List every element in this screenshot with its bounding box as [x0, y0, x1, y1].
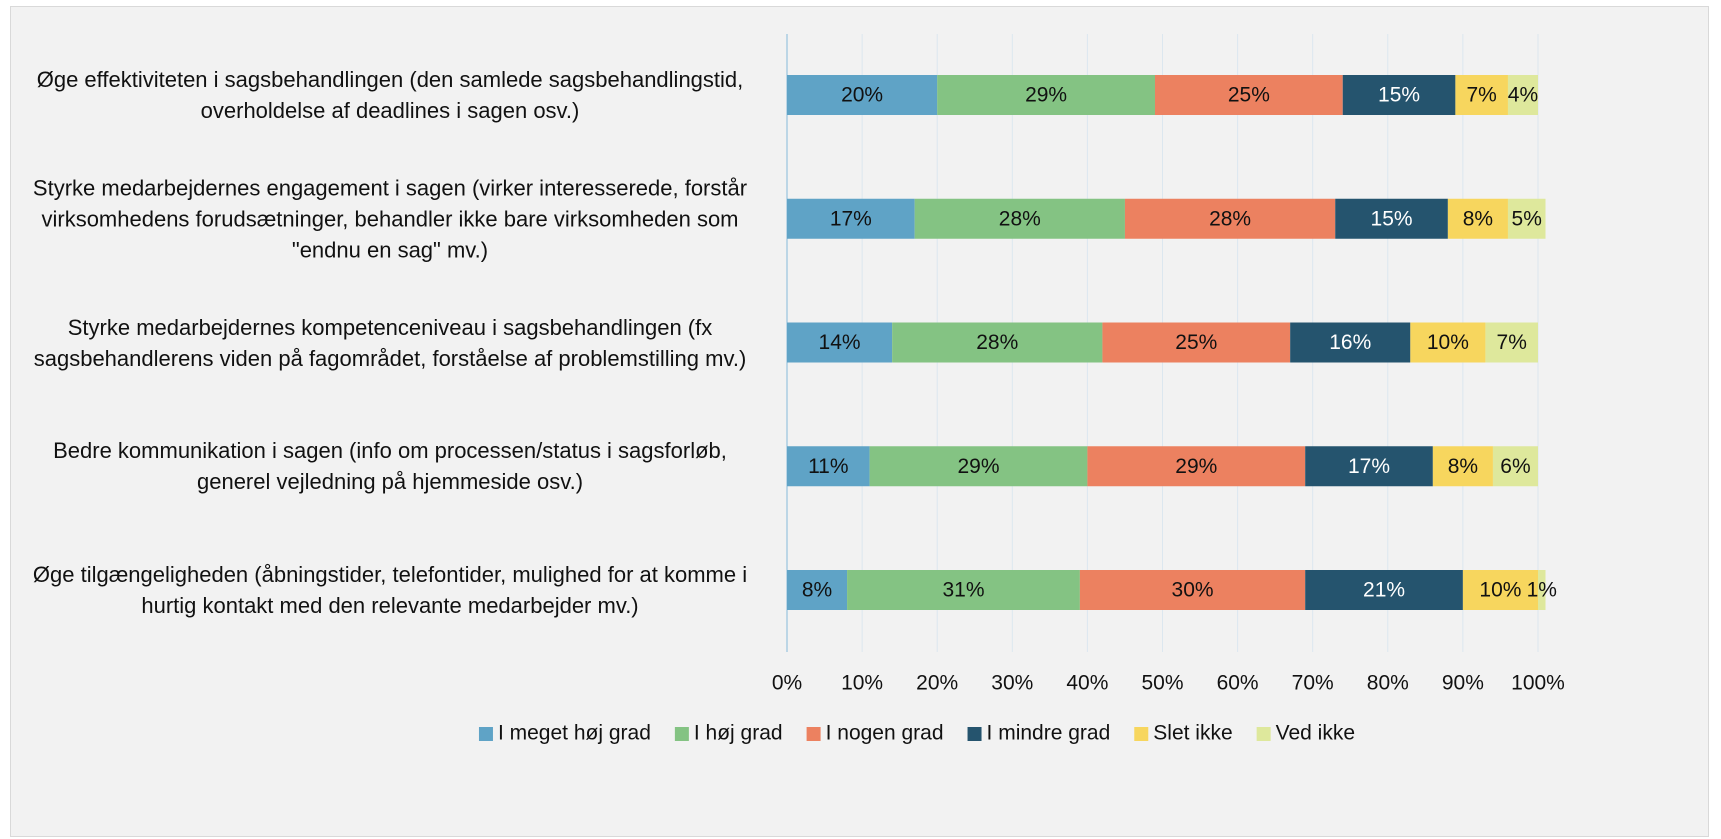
bar-segment — [1410, 322, 1486, 363]
data-label: 6% — [1500, 455, 1530, 478]
bar-segment — [1342, 75, 1456, 115]
legend-label: Ved ikke — [1276, 722, 1355, 745]
data-label: 31% — [942, 579, 984, 602]
data-label: 4% — [1508, 84, 1538, 107]
legend-label: I mindre grad — [987, 722, 1111, 745]
x-tick-label: 60% — [1217, 672, 1259, 695]
legend-swatch — [674, 727, 689, 741]
data-label: 29% — [1175, 455, 1217, 478]
category-label: Styrke medarbejdernes engagement i sagen… — [32, 175, 748, 263]
x-tick-label: 10% — [841, 672, 883, 695]
data-label: 17% — [1348, 455, 1390, 478]
data-label: 14% — [819, 331, 861, 354]
data-label: 28% — [999, 207, 1041, 230]
bar-segment — [1447, 198, 1508, 239]
bar-segment — [914, 198, 1125, 239]
data-label: 30% — [1172, 579, 1214, 602]
bar-segment — [1102, 322, 1291, 363]
data-label: 28% — [976, 331, 1018, 354]
chart-frame — [10, 6, 1709, 837]
data-label: 5% — [1512, 207, 1542, 230]
data-label: 8% — [1448, 455, 1478, 478]
data-label: 7% — [1466, 84, 1496, 107]
bar-segment — [847, 570, 1080, 610]
bar-segment — [1492, 446, 1538, 487]
data-label: 1% — [1527, 579, 1557, 602]
bar-segment — [937, 75, 1155, 115]
data-label: 7% — [1497, 331, 1527, 354]
x-tick-label: 50% — [1141, 672, 1183, 695]
bar-segment — [1079, 570, 1306, 610]
data-label: 10% — [1427, 331, 1469, 354]
x-tick-label: 70% — [1292, 672, 1334, 695]
bar-segment — [1462, 570, 1538, 610]
data-label: 15% — [1378, 84, 1420, 107]
bar-segment — [787, 570, 848, 610]
x-tick-label: 100% — [1511, 672, 1565, 695]
data-label: 25% — [1228, 84, 1270, 107]
x-tick-label: 40% — [1066, 672, 1108, 695]
legend-label: Slet ikke — [1153, 722, 1232, 745]
data-label: 20% — [841, 84, 883, 107]
data-label: 11% — [808, 455, 848, 478]
legend-label: I meget høj grad — [498, 722, 651, 745]
bar-segment — [1154, 75, 1343, 115]
bar-segment — [787, 75, 938, 115]
bar-segment — [1455, 75, 1508, 115]
x-tick-label: 0% — [772, 672, 802, 695]
data-label: 25% — [1175, 331, 1217, 354]
category-label: Øge tilgængeligheden (åbningstider, tele… — [32, 562, 748, 618]
bar-segment — [1305, 446, 1433, 487]
legend-label: I nogen grad — [826, 722, 944, 745]
x-tick-label: 30% — [991, 672, 1033, 695]
bar-segment — [1335, 198, 1448, 239]
data-label: 17% — [830, 207, 872, 230]
data-label: 29% — [957, 455, 999, 478]
bar-segment — [787, 446, 870, 487]
x-tick-label: 90% — [1442, 672, 1484, 695]
x-tick-label: 20% — [916, 672, 958, 695]
bar-segment — [1087, 446, 1306, 487]
bar-segment — [1124, 198, 1336, 239]
x-tick-label: 80% — [1367, 672, 1409, 695]
data-label: 8% — [1463, 207, 1493, 230]
legend-label: I høj grad — [694, 722, 783, 745]
legend: I meget høj grad I høj grad I nogen grad I … — [478, 722, 1355, 745]
bar-segment — [1290, 322, 1411, 363]
bar-segment — [1305, 570, 1463, 610]
category-label: Øge effektiviteten i sagsbehandlingen (d… — [36, 67, 744, 123]
data-label: 28% — [1209, 207, 1251, 230]
data-label: 16% — [1329, 331, 1371, 354]
category-label: Styrke medarbejdernes kompetenceniveau i… — [33, 314, 747, 371]
legend-swatch — [1134, 727, 1149, 741]
data-label: 29% — [1025, 84, 1067, 107]
bar-segment — [1538, 570, 1546, 610]
bar-segment — [787, 198, 915, 239]
data-label: 10% — [1479, 579, 1521, 602]
bar-segment — [1507, 198, 1546, 239]
category-label: Bedre kommunikation i sagen (info om pro… — [53, 438, 727, 495]
data-label: 21% — [1363, 579, 1405, 602]
data-label: 8% — [802, 579, 832, 602]
bar-segment — [1485, 322, 1538, 363]
legend-swatch — [967, 727, 982, 741]
data-label: 15% — [1371, 207, 1413, 230]
bar-segment — [1507, 75, 1538, 115]
bar-segment — [787, 322, 893, 363]
legend-swatch — [806, 727, 821, 741]
legend-swatch — [1256, 727, 1271, 741]
bar-segment — [1432, 446, 1493, 487]
bar-segment — [892, 322, 1103, 363]
bar-segment — [869, 446, 1088, 487]
legend-swatch — [478, 727, 493, 741]
